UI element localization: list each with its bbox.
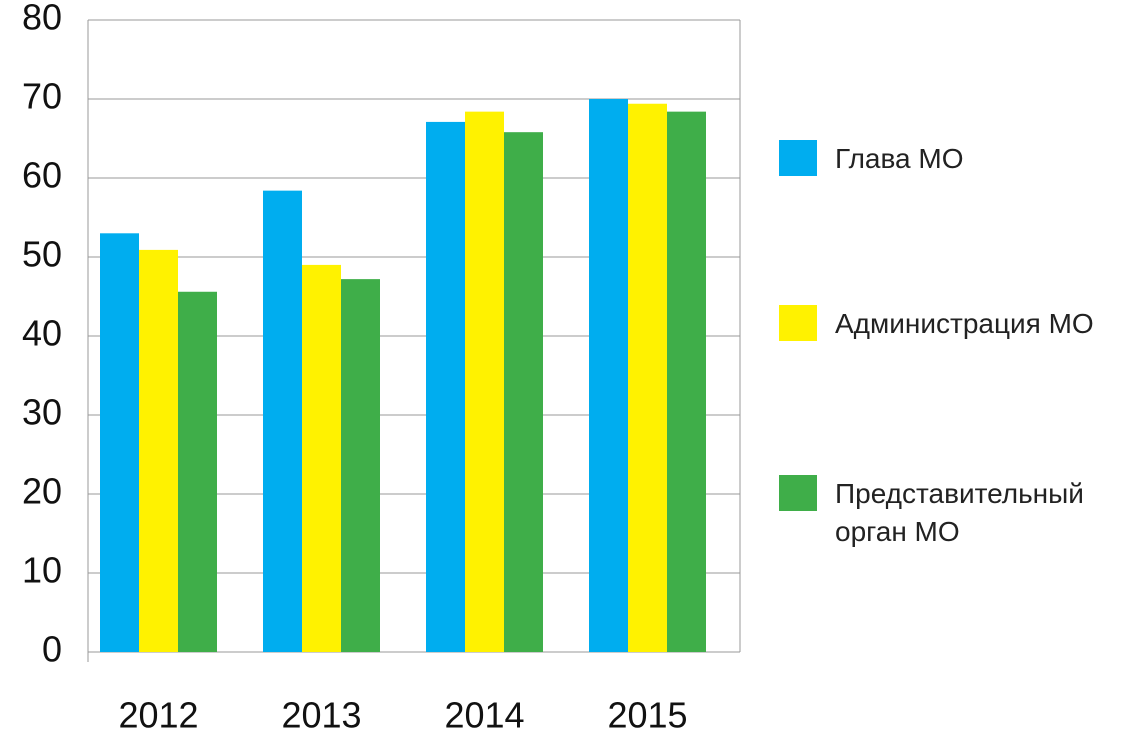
legend-swatch	[779, 140, 817, 176]
bar	[341, 279, 380, 652]
bar	[628, 103, 667, 653]
legend-item: Глава МО	[779, 140, 1121, 178]
bar	[589, 99, 628, 652]
y-tick-label: 40	[22, 313, 62, 354]
bar	[465, 111, 504, 652]
x-tick-label: 2012	[118, 695, 198, 731]
legend-swatch	[779, 475, 817, 511]
x-tick-label: 2013	[281, 695, 361, 731]
legend-item: Представительный орган МО	[779, 475, 1121, 551]
bar	[504, 132, 543, 652]
legend-item: Администрация МО	[779, 305, 1121, 343]
bar	[263, 190, 302, 652]
y-tick-label: 10	[22, 550, 62, 591]
x-tick-label: 2014	[444, 695, 524, 731]
legend-swatch	[779, 305, 817, 341]
x-tick-label: 2015	[607, 695, 687, 731]
bar	[667, 111, 706, 652]
legend-label: Представительный орган МО	[835, 478, 1084, 547]
y-tick-label: 80	[22, 0, 62, 38]
bar	[100, 233, 139, 653]
y-tick-label: 70	[22, 76, 62, 117]
bar	[426, 121, 465, 652]
bar	[302, 264, 341, 652]
y-tick-label: 20	[22, 471, 62, 512]
legend-label: Глава МО	[835, 143, 964, 174]
y-tick-label: 30	[22, 392, 62, 433]
y-tick-label: 60	[22, 155, 62, 196]
bar	[139, 249, 178, 652]
y-tick-label: 50	[22, 234, 62, 275]
legend-label: Администрация МО	[835, 308, 1094, 339]
bar	[178, 291, 217, 652]
y-tick-label: 0	[42, 629, 62, 670]
